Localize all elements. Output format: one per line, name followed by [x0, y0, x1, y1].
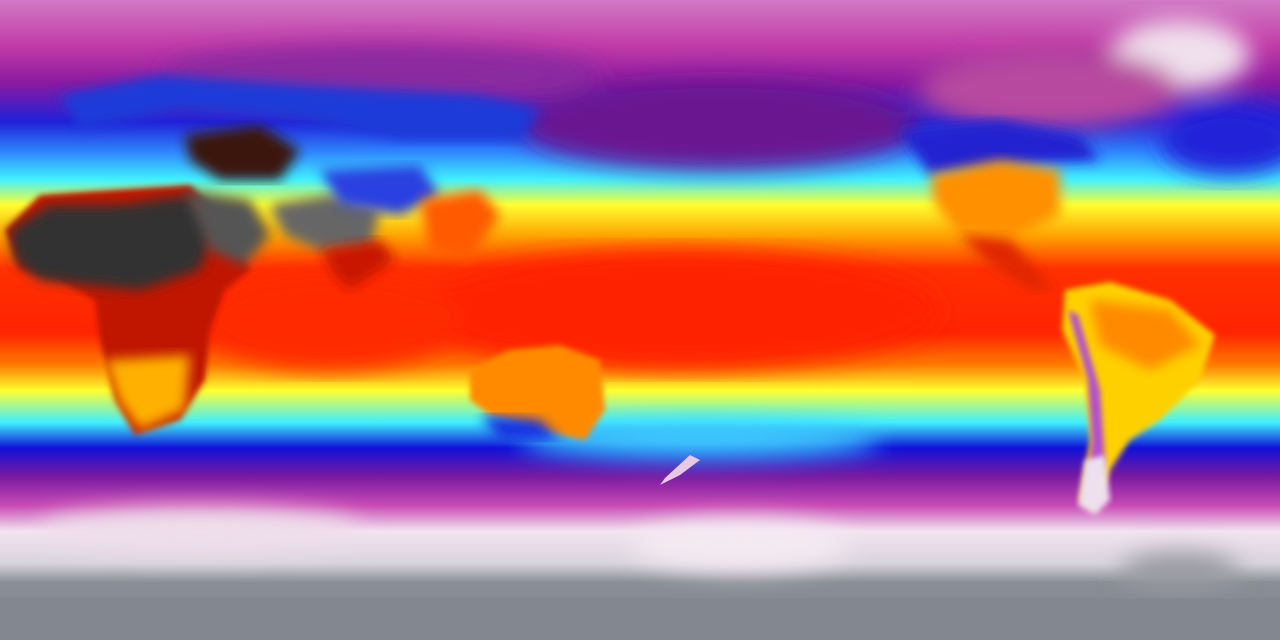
sahara-hot-desert: [10, 195, 215, 290]
iran-desert: [270, 195, 380, 250]
southern-africa-yellow: [105, 355, 190, 430]
south-america: [1062, 282, 1215, 515]
southern-ocean-swirl-2: [40, 508, 360, 552]
tibet-cold: [320, 165, 440, 215]
india-land: [320, 240, 395, 290]
north-america: [900, 120, 1100, 290]
australia-land: [470, 345, 605, 440]
pacific-warm-pool: [420, 250, 940, 370]
patagonia-white: [1078, 455, 1110, 515]
north-pacific-purple-region: [520, 80, 920, 170]
central-asia-dark: [185, 125, 300, 180]
siberia-blue: [60, 75, 540, 140]
antarctic-dark-patch: [1120, 552, 1240, 588]
antarctica: [0, 598, 1280, 640]
north-atlantic-blue-region: [1160, 105, 1280, 175]
mexico-land: [960, 235, 1055, 290]
asia: [60, 75, 540, 290]
north-america-cold-band: [900, 120, 1100, 175]
southern-ocean-swirl-1: [630, 520, 850, 570]
indian-ocean-warm: [200, 270, 460, 370]
canada-region: [920, 50, 1180, 130]
arabia-desert: [185, 190, 270, 265]
australia-south-blue: [480, 415, 560, 440]
amazon-orange: [1090, 300, 1200, 370]
australia: [470, 345, 700, 485]
usa-land: [930, 160, 1060, 240]
east-asia-orange: [420, 190, 500, 260]
south-pacific-cyan: [520, 422, 880, 458]
africa: [5, 185, 250, 435]
new-zealand: [660, 455, 700, 485]
andes-cold: [1068, 310, 1105, 505]
